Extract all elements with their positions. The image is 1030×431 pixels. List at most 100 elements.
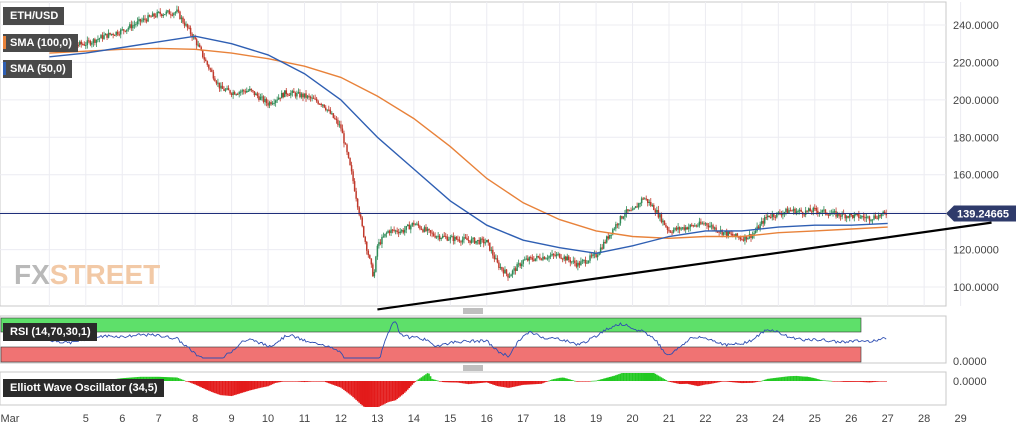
candle-body bbox=[94, 39, 96, 43]
ewo-bar bbox=[179, 378, 181, 381]
ewo-bar bbox=[798, 376, 801, 381]
ewo-bar bbox=[542, 381, 544, 384]
rsi-label[interactable]: RSI (14,70,30,1) bbox=[3, 323, 97, 341]
ewo-bar bbox=[602, 378, 605, 381]
ewo-bar bbox=[744, 381, 746, 384]
ewo-bar bbox=[370, 381, 373, 407]
candle-body bbox=[229, 90, 231, 94]
sma100-label[interactable]: SMA (100,0) bbox=[3, 34, 78, 52]
ewo-bar bbox=[170, 377, 172, 381]
candle-body bbox=[297, 92, 300, 94]
ewo-bar bbox=[267, 381, 269, 387]
candle-body bbox=[499, 267, 502, 269]
candle-body bbox=[741, 239, 743, 241]
candle-body bbox=[826, 213, 828, 215]
ewo-bar bbox=[434, 379, 436, 381]
ewo-bar bbox=[806, 376, 809, 381]
candle-body bbox=[381, 237, 383, 245]
ewo-bar bbox=[482, 381, 485, 383]
candle-body bbox=[692, 225, 695, 227]
candle-body bbox=[718, 231, 720, 233]
candle-body bbox=[124, 30, 127, 32]
ewo-bar bbox=[815, 378, 818, 381]
candle-body bbox=[598, 252, 600, 256]
candle-body bbox=[498, 262, 500, 268]
ewo-bar bbox=[379, 381, 382, 407]
ewo-bar bbox=[256, 381, 259, 389]
candle-body bbox=[167, 10, 169, 12]
ewo-bar bbox=[265, 381, 268, 387]
ewo-bar bbox=[188, 381, 190, 383]
panel-resize-handle[interactable] bbox=[463, 365, 483, 371]
ewo-bar bbox=[736, 381, 739, 383]
candle-body bbox=[818, 212, 821, 214]
candle-body bbox=[671, 232, 673, 234]
candle-body bbox=[438, 235, 441, 240]
candle-body bbox=[861, 216, 863, 218]
ewo-bar bbox=[529, 381, 532, 385]
candle-body bbox=[364, 237, 366, 242]
ewo-bar bbox=[531, 381, 534, 385]
ewo-bar bbox=[201, 381, 204, 388]
ewo-bar bbox=[239, 381, 242, 394]
rsi-line bbox=[49, 321, 887, 359]
candle-body bbox=[372, 264, 374, 277]
candle-body bbox=[382, 236, 385, 238]
candle-body bbox=[218, 82, 221, 89]
candle-body bbox=[340, 124, 342, 129]
sma50-label[interactable]: SMA (50,0) bbox=[3, 60, 72, 78]
candle-body bbox=[855, 213, 857, 215]
candle-body bbox=[823, 209, 825, 211]
candle-body bbox=[159, 11, 161, 15]
ewo-bar bbox=[817, 379, 819, 381]
ewo-bar bbox=[338, 381, 341, 388]
ewo-bar bbox=[334, 381, 336, 386]
candle-body bbox=[318, 103, 321, 105]
ewo-bar bbox=[347, 381, 350, 394]
candle-body bbox=[505, 269, 508, 274]
ewo-bar bbox=[385, 381, 388, 403]
candle-body bbox=[104, 33, 107, 36]
ewo-bar bbox=[861, 381, 863, 383]
candle-body bbox=[675, 227, 678, 230]
ewo-bar bbox=[742, 381, 745, 384]
ewo-bar bbox=[678, 381, 681, 385]
ewo-bar bbox=[391, 381, 394, 402]
candle-body bbox=[639, 203, 641, 205]
candle-body bbox=[706, 223, 708, 226]
ewo-bar bbox=[624, 373, 626, 381]
candle-body bbox=[530, 257, 532, 259]
ewo-bar bbox=[768, 378, 771, 381]
candle-body bbox=[268, 102, 271, 106]
ewo-bar bbox=[159, 376, 162, 381]
x-tick-label: 21 bbox=[663, 413, 675, 425]
candle-body bbox=[170, 14, 172, 16]
ewo-bar bbox=[868, 381, 871, 383]
ewo-bar bbox=[666, 380, 669, 382]
ewo-bar bbox=[578, 381, 581, 382]
panel-resize-handle[interactable] bbox=[463, 308, 483, 314]
ewo-bar bbox=[437, 380, 439, 382]
ewo-bar bbox=[230, 381, 233, 397]
candle-body bbox=[308, 95, 310, 97]
ewo-bar bbox=[302, 381, 304, 382]
candle-body bbox=[188, 27, 190, 29]
ewo-bar bbox=[630, 373, 632, 381]
ewo-label[interactable]: Elliott Wave Oscillator (34,5) bbox=[3, 379, 164, 397]
candle-body bbox=[239, 91, 242, 93]
candle-body bbox=[554, 254, 556, 256]
ewo-bar bbox=[751, 381, 754, 383]
candle-body bbox=[523, 259, 526, 261]
ewo-bar bbox=[387, 381, 389, 403]
candle-body bbox=[612, 229, 614, 235]
ewo-bar bbox=[163, 377, 166, 381]
candle-body bbox=[399, 231, 401, 234]
candle-body bbox=[171, 14, 174, 16]
candle-body bbox=[132, 25, 134, 29]
price-badge-text: 139.24665 bbox=[957, 209, 1009, 221]
ewo-bar bbox=[692, 381, 695, 386]
candle-body bbox=[792, 208, 795, 211]
ewo-bar bbox=[523, 381, 526, 385]
y-tick-label: 160.0000 bbox=[953, 170, 999, 182]
